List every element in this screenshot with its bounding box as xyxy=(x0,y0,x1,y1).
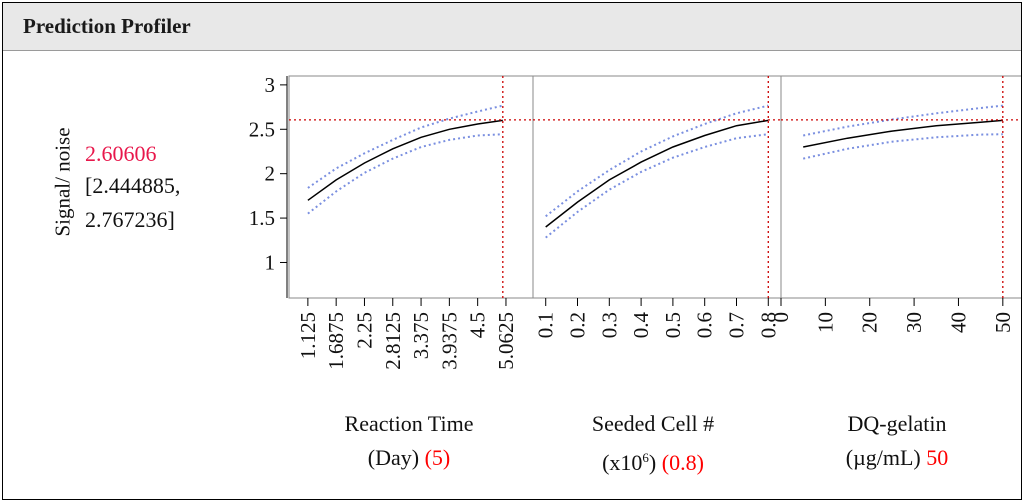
factor-label-reaction-time: Reaction Time (Day) (5) xyxy=(344,411,474,470)
x-tick-label-0-2: 2.25 xyxy=(352,312,376,349)
confidence-interval-lower: [2.444885, xyxy=(85,173,181,198)
panel-frame-1 xyxy=(532,75,782,299)
x-tick-label-0-5: 3.9375 xyxy=(437,312,461,370)
x-tick-label-2-2: 20 xyxy=(858,312,882,333)
x-tick-label-1-5: 0.6 xyxy=(693,312,717,338)
x-tick-label-1-0: 0.1 xyxy=(534,312,558,338)
y-tick-label-2: 2 xyxy=(265,162,276,186)
x-tick-label-2-1: 10 xyxy=(813,312,837,333)
ci-upper-line-0 xyxy=(307,104,504,189)
y-tick-label-4: 3 xyxy=(265,73,276,97)
x-tick-label-0-6: 4.5 xyxy=(466,312,490,338)
x-tick-label-2-0: 0 xyxy=(769,312,793,323)
prediction-curve-0 xyxy=(307,119,503,201)
x-tick-label-0-0: 1.125 xyxy=(296,312,320,359)
x-tick-label-0-1: 1.6875 xyxy=(324,312,348,370)
x-tick-label-0-3: 2.8125 xyxy=(381,312,405,370)
prediction-curve-1 xyxy=(545,119,769,228)
x-tick-label-1-6: 0.7 xyxy=(724,312,748,338)
predicted-value: 2.60606 xyxy=(85,141,157,166)
x-tick-label-1-2: 0.3 xyxy=(597,312,621,338)
x-tick-label-1-4: 0.5 xyxy=(661,312,685,338)
y-tick-label-1: 1.5 xyxy=(249,206,275,230)
ci-lower-line-2 xyxy=(802,133,1003,160)
x-tick-label-2-3: 30 xyxy=(902,312,926,333)
ci-lower-line-0 xyxy=(307,133,503,215)
current-value-dq-gelatin[interactable]: 50 xyxy=(926,445,949,470)
ci-upper-line-2 xyxy=(803,104,1003,137)
x-tick-label-1-3: 0.4 xyxy=(629,312,653,339)
title-bar[interactable]: Prediction Profiler xyxy=(3,3,1021,51)
ci-lower-line-1 xyxy=(545,133,769,239)
x-tick-label-1-1: 0.2 xyxy=(566,312,590,338)
panel-title: Prediction Profiler xyxy=(23,14,191,38)
x-tick-label-0-7: 5.0625 xyxy=(494,312,518,370)
prediction-curve-2 xyxy=(803,119,1003,148)
x-tick-label-2-4: 40 xyxy=(946,312,970,333)
profiler-plot: 1 1.5 2 2.5 3 1.125 1.6875 2.25 2.8125 3.375 3.937… xyxy=(249,73,1021,370)
x-tick-label-1-7: 0.8 xyxy=(756,312,780,338)
x-tick-label-0-4: 3.375 xyxy=(409,312,433,359)
y-tick-label-3: 2.5 xyxy=(249,117,275,141)
ci-upper-line-1 xyxy=(545,104,769,218)
factor-label-dq-gelatin: DQ-gelatin (µg/mL) 50 xyxy=(845,411,949,470)
confidence-interval-upper: 2.767236] xyxy=(85,207,175,232)
current-value-seeded-cell[interactable]: (0.8) xyxy=(661,450,704,475)
panel-frame-2 xyxy=(780,75,1021,299)
x-tick-label-2-5: 50 xyxy=(991,312,1015,333)
current-value-reaction-time[interactable]: (5) xyxy=(424,445,451,470)
factor-label-seeded-cell: Seeded Cell # (x106) (0.8) xyxy=(591,411,715,475)
y-tick-label-0: 1 xyxy=(265,250,276,274)
